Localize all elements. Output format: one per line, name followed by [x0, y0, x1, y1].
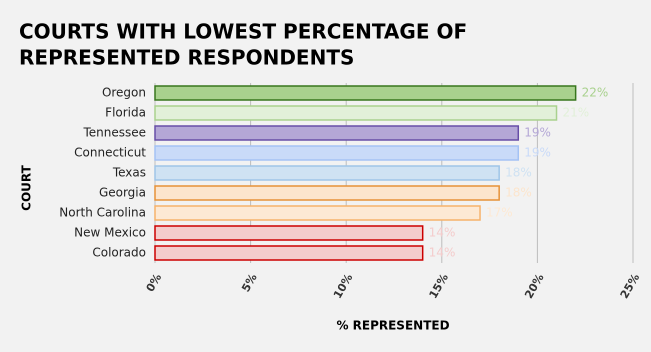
y-tick-label: New Mexico [74, 226, 146, 240]
chart-title: COURTS WITH LOWEST PERCENTAGE OF [19, 20, 467, 44]
data-label: 19% [524, 126, 551, 140]
y-tick-label: Tennessee [82, 126, 146, 140]
data-label: 18% [505, 166, 532, 180]
y-tick-label: Georgia [99, 186, 146, 200]
x-tick-label: 25% [618, 272, 642, 301]
bar [154, 165, 500, 181]
x-tick-label: 15% [427, 272, 451, 301]
x-tick-label: 0% [144, 272, 165, 295]
bar [154, 125, 520, 141]
x-tick-label: 10% [331, 272, 355, 301]
data-label: 21% [563, 106, 590, 120]
y-tick-label: Connecticut [74, 146, 146, 160]
data-label: 18% [505, 186, 532, 200]
data-label: 19% [524, 146, 551, 160]
bar [154, 245, 424, 261]
y-tick-label: Colorado [92, 246, 146, 260]
bar [154, 185, 500, 201]
bar [154, 85, 577, 101]
bar [154, 145, 520, 161]
bar [154, 205, 481, 221]
x-tick-label: 20% [522, 272, 546, 301]
y-tick-label: Texas [112, 166, 146, 180]
data-label: 22% [582, 86, 609, 100]
x-tick-label: 5% [239, 272, 260, 295]
y-axis-title: COURT [20, 164, 34, 210]
chart-title: REPRESENTED RESPONDENTS [19, 46, 354, 70]
y-tick-label: Oregon [102, 86, 146, 100]
y-tick-label: Florida [105, 106, 146, 120]
data-label: 14% [429, 246, 456, 260]
data-label: 17% [486, 206, 513, 220]
data-label: 14% [429, 226, 456, 240]
bar [154, 105, 558, 121]
y-tick-label: North Carolina [59, 206, 146, 220]
x-axis-title: % REPRESENTED [336, 319, 449, 333]
bar [154, 225, 424, 241]
